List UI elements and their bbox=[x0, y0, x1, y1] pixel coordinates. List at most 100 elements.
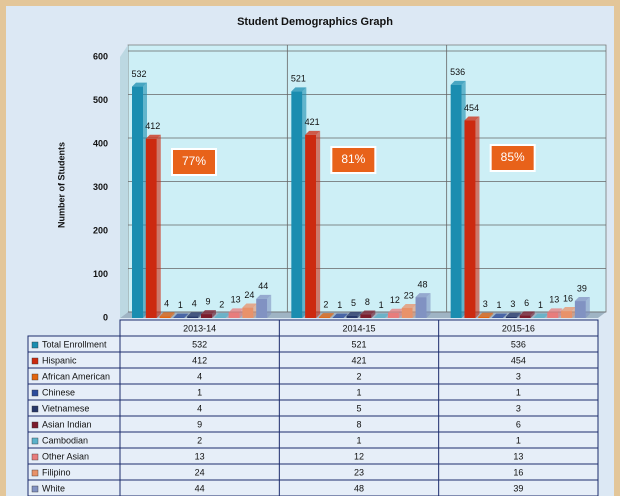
bar bbox=[146, 139, 157, 318]
bar bbox=[242, 308, 253, 318]
y-tick-label: 100 bbox=[93, 269, 108, 279]
table-cell: 5 bbox=[356, 403, 361, 413]
legend-swatch bbox=[32, 406, 38, 412]
x-tick-label: 2014-15 bbox=[342, 323, 375, 333]
y-tick-label: 600 bbox=[93, 51, 108, 61]
legend-label: Cambodian bbox=[42, 435, 88, 445]
table-cell: 23 bbox=[354, 467, 364, 477]
data-label: 13 bbox=[231, 295, 241, 305]
data-label: 521 bbox=[291, 74, 306, 84]
legend-label: Chinese bbox=[42, 387, 75, 397]
table-cell: 454 bbox=[511, 355, 526, 365]
bar bbox=[229, 312, 240, 318]
data-label: 44 bbox=[258, 281, 268, 291]
legend-swatch bbox=[32, 454, 38, 460]
x-tick-label: 2015-16 bbox=[502, 323, 535, 333]
data-label: 1 bbox=[337, 300, 342, 310]
bar bbox=[388, 313, 399, 318]
legend-swatch bbox=[32, 438, 38, 444]
data-label: 4 bbox=[192, 299, 197, 309]
table-cell: 1 bbox=[197, 387, 202, 397]
data-label: 532 bbox=[131, 69, 146, 79]
bar bbox=[416, 297, 427, 318]
data-label: 8 bbox=[365, 297, 370, 307]
data-label: 48 bbox=[418, 279, 428, 289]
legend-label: Vietnamese bbox=[42, 403, 89, 413]
bar bbox=[478, 317, 489, 318]
table-cell: 412 bbox=[192, 355, 207, 365]
legend-swatch bbox=[32, 342, 38, 348]
table-cell: 536 bbox=[511, 339, 526, 349]
bar-side bbox=[157, 135, 161, 318]
bar-side bbox=[316, 131, 320, 318]
bar bbox=[402, 308, 413, 318]
table-cell: 39 bbox=[513, 483, 523, 493]
bar bbox=[347, 316, 358, 318]
table-cell: 24 bbox=[195, 467, 205, 477]
table-cell: 13 bbox=[513, 451, 523, 461]
table-cell: 48 bbox=[354, 483, 364, 493]
data-label: 6 bbox=[524, 298, 529, 308]
table-cell: 12 bbox=[354, 451, 364, 461]
legend-label: Asian Indian bbox=[42, 419, 92, 429]
annotation: 85% bbox=[501, 150, 525, 164]
annotation: 81% bbox=[341, 152, 365, 166]
annotation: 77% bbox=[182, 154, 206, 168]
y-tick-label: 300 bbox=[93, 182, 108, 192]
table-cell: 2 bbox=[197, 435, 202, 445]
legend-label: Other Asian bbox=[42, 451, 89, 461]
data-label: 421 bbox=[305, 117, 320, 127]
table-cell: 3 bbox=[516, 371, 521, 381]
bar bbox=[291, 91, 302, 318]
data-label: 3 bbox=[510, 299, 515, 309]
x-tick-label: 2013-14 bbox=[183, 323, 216, 333]
bar bbox=[201, 314, 212, 318]
bar bbox=[319, 317, 330, 318]
plot-back-wall bbox=[128, 45, 606, 312]
plot-side-wall bbox=[120, 45, 128, 318]
bar bbox=[305, 135, 316, 318]
bar-side bbox=[427, 293, 431, 318]
data-label: 39 bbox=[577, 283, 587, 293]
legend-label: Hispanic bbox=[42, 355, 77, 365]
bar bbox=[360, 315, 371, 318]
data-label: 13 bbox=[549, 295, 559, 305]
bar bbox=[160, 316, 171, 318]
legend-swatch bbox=[32, 470, 38, 476]
bar bbox=[187, 316, 198, 318]
data-label: 23 bbox=[404, 290, 414, 300]
table-cell: 521 bbox=[351, 339, 366, 349]
y-tick-label: 200 bbox=[93, 225, 108, 235]
bar bbox=[464, 121, 475, 318]
y-tick-label: 500 bbox=[93, 95, 108, 105]
bar-side bbox=[267, 295, 271, 318]
table-cell: 4 bbox=[197, 403, 202, 413]
bar bbox=[132, 87, 143, 318]
data-label: 5 bbox=[351, 298, 356, 308]
data-label: 16 bbox=[563, 293, 573, 303]
table-cell: 4 bbox=[197, 371, 202, 381]
data-label: 24 bbox=[244, 290, 254, 300]
table-cell: 16 bbox=[513, 467, 523, 477]
table-cell: 1 bbox=[356, 435, 361, 445]
bar bbox=[451, 85, 462, 318]
table-cell: 2 bbox=[356, 371, 361, 381]
table-cell: 421 bbox=[351, 355, 366, 365]
table-cell: 3 bbox=[516, 403, 521, 413]
data-label: 1 bbox=[538, 300, 543, 310]
bar bbox=[575, 301, 586, 318]
legend-swatch bbox=[32, 374, 38, 380]
chart-title: Student Demographics Graph bbox=[237, 16, 393, 28]
data-label: 2 bbox=[323, 300, 328, 310]
table-cell: 13 bbox=[195, 451, 205, 461]
data-label: 1 bbox=[178, 300, 183, 310]
table-cell: 44 bbox=[195, 483, 205, 493]
legend-swatch bbox=[32, 422, 38, 428]
bar bbox=[256, 299, 267, 318]
data-label: 3 bbox=[483, 299, 488, 309]
legend-swatch bbox=[32, 486, 38, 492]
table-cell: 1 bbox=[516, 435, 521, 445]
legend-label: Filipino bbox=[42, 467, 71, 477]
data-label: 1 bbox=[497, 300, 502, 310]
